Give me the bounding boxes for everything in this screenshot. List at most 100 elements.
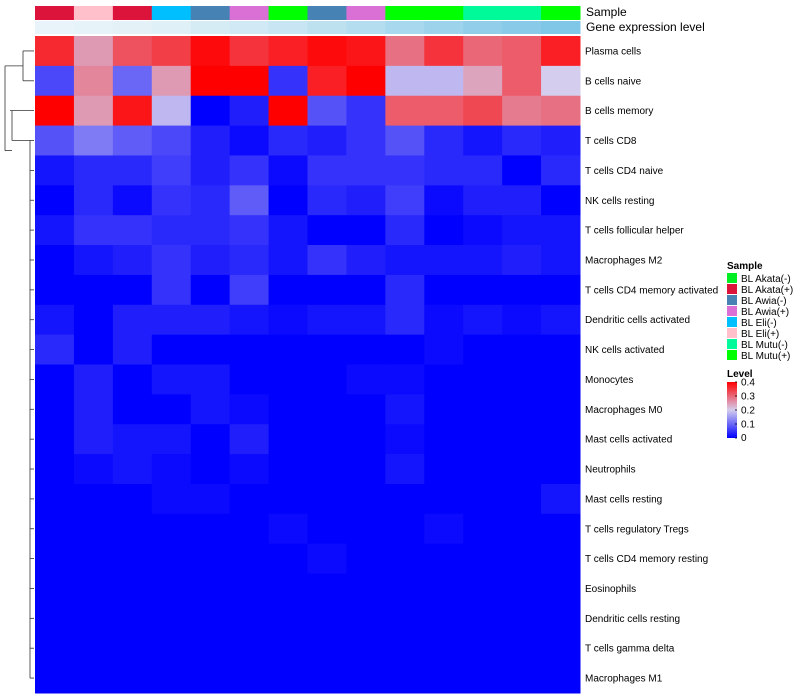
- heatmap-cell: [151, 65, 192, 97]
- gene-expression-annotation-cell: [502, 21, 542, 34]
- heatmap-cell: [307, 155, 347, 186]
- heatmap-cell: [385, 633, 425, 664]
- heatmap-cell: [502, 364, 542, 395]
- sample-legend-label: BL Awia(+): [741, 307, 789, 318]
- heatmap-cell: [73, 483, 114, 515]
- heatmap-cell: [346, 483, 386, 515]
- heatmap-cell: [541, 573, 581, 604]
- heatmap-cell: [35, 424, 75, 455]
- heatmap-cell: [35, 364, 75, 395]
- heatmap-cell: [385, 513, 425, 545]
- heatmap-cell: [424, 125, 464, 156]
- sample-legend-swatch: [727, 328, 737, 338]
- level-legend: Level 0.4 0.3 0.2 0.1 0: [727, 369, 755, 444]
- gene-expression-annotation-cell: [424, 21, 464, 34]
- heatmap-cell: [424, 633, 464, 664]
- heatmap-cell: [35, 543, 75, 575]
- sample-annotation-cell: [463, 6, 503, 20]
- sample-annotation-label: Sample: [586, 5, 627, 19]
- heatmap-cell: [346, 424, 386, 455]
- heatmap-cell: [307, 394, 347, 425]
- heatmap-cell: [190, 155, 231, 186]
- heatmap-cell: [190, 185, 231, 216]
- heatmap-cell: [502, 543, 542, 575]
- heatmap-cell: [307, 424, 347, 455]
- heatmap-cell: [385, 603, 425, 634]
- heatmap-cell: [229, 364, 270, 395]
- heatmap-cell: [268, 513, 308, 545]
- heatmap-cell: [307, 65, 347, 97]
- heatmap-cell: [112, 185, 153, 216]
- heatmap-cell: [268, 245, 308, 276]
- heatmap-cell: [307, 95, 347, 127]
- heatmap-cell: [35, 513, 75, 545]
- heatmap-cell: [268, 483, 308, 515]
- heatmap-cell: [502, 125, 542, 156]
- heatmap-cell: [190, 483, 231, 515]
- heatmap-cell: [541, 274, 581, 306]
- heatmap-cell: [424, 65, 464, 97]
- heatmap-cell: [502, 513, 542, 545]
- heatmap-cell: [35, 274, 75, 306]
- heatmap-cell: [73, 65, 114, 97]
- heatmap-cell: [385, 36, 425, 67]
- heatmap-cell: [346, 334, 386, 365]
- heatmap-cell: [307, 274, 347, 306]
- row-label: NK cells activated: [585, 345, 664, 356]
- heatmap-cell: [346, 364, 386, 395]
- heatmap-cell: [502, 245, 542, 276]
- heatmap-cell: [385, 185, 425, 216]
- heatmap-cell: [229, 36, 270, 67]
- heatmap-cell: [424, 36, 464, 67]
- heatmap-cell: [346, 603, 386, 634]
- heatmap-cell: [268, 603, 308, 634]
- heatmap-cell: [229, 633, 270, 664]
- heatmap-cell: [463, 274, 503, 306]
- heatmap-cell: [424, 364, 464, 395]
- level-legend-tick-label: 0.3: [741, 392, 755, 403]
- heatmap-cell: [268, 394, 308, 425]
- heatmap-cell: [268, 95, 308, 127]
- heatmap-cell: [541, 424, 581, 455]
- heatmap-cell: [541, 543, 581, 575]
- heatmap-cell: [307, 304, 347, 336]
- heatmap-cell: [307, 633, 347, 664]
- sample-annotation-cell: [190, 6, 231, 20]
- heatmap-cell: [112, 603, 153, 634]
- heatmap-cell: [73, 334, 114, 365]
- heatmap-cell: [307, 454, 347, 485]
- sample-legend: Sample BL Akata(-)BL Akata(+)BL Awia(-)B…: [727, 261, 793, 362]
- heatmap-cell: [424, 215, 464, 246]
- heatmap-cell: [463, 36, 503, 67]
- heatmap-cell: [73, 185, 114, 216]
- heatmap-cell: [151, 633, 192, 664]
- heatmap-cell: [385, 573, 425, 604]
- sample-annotation-cell: [73, 6, 114, 20]
- heatmap-cell: [35, 65, 75, 97]
- heatmap-cell: [112, 424, 153, 455]
- heatmap-cell: [151, 334, 192, 365]
- heatmap-cell: [307, 573, 347, 604]
- heatmap-cell: [502, 65, 542, 97]
- heatmap-cell: [385, 543, 425, 575]
- heatmap-cell: [502, 334, 542, 365]
- heatmap-cell: [151, 424, 192, 455]
- sample-annotation-cell: [151, 6, 192, 20]
- heatmap-cell: [268, 364, 308, 395]
- heatmap-cell: [268, 633, 308, 664]
- heatmap-cell: [307, 215, 347, 246]
- heatmap-cell: [463, 513, 503, 545]
- sample-legend-swatch: [727, 317, 737, 327]
- sample-annotation-bar: [35, 6, 581, 20]
- heatmap-cell: [307, 663, 347, 694]
- gene-expression-annotation-cell: [307, 21, 347, 34]
- heatmap-cell: [346, 125, 386, 156]
- sample-legend-swatch: [727, 284, 737, 294]
- heatmap-cell: [229, 663, 270, 694]
- heatmap-cell: [385, 65, 425, 97]
- heatmap-cell: [229, 155, 270, 186]
- heatmap-cell: [190, 65, 231, 97]
- heatmap-cell: [151, 483, 192, 515]
- row-label: Plasma cells: [585, 46, 641, 57]
